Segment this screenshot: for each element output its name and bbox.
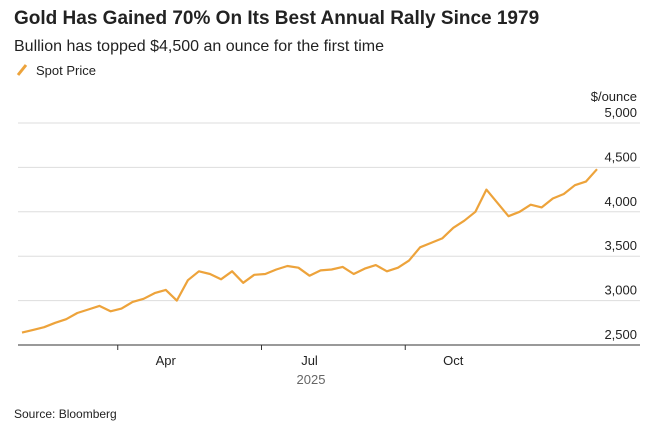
y-tick-label: 4,000 — [604, 194, 637, 209]
y-tick-label: 2,500 — [604, 327, 637, 342]
y-tick-label: 3,000 — [604, 283, 637, 298]
y-tick-label: 4,500 — [604, 149, 637, 164]
x-tick-label: Jul — [301, 353, 318, 368]
chart-subtitle: Bullion has topped $4,500 an ounce for t… — [14, 38, 384, 55]
legend-swatch — [16, 64, 28, 76]
legend-label: Spot Price — [36, 63, 96, 78]
price-line — [21, 168, 598, 334]
chart-title: Gold Has Gained 70% On Its Best Annual R… — [14, 8, 539, 29]
x-tick-label: Oct — [443, 353, 464, 368]
x-tick-label: Apr — [156, 353, 177, 368]
y-tick-label: 3,500 — [604, 238, 637, 253]
x-axis-label: 2025 — [297, 372, 326, 387]
source: Source: Bloomberg — [14, 407, 117, 421]
y-tick-label: 5,000 — [604, 105, 637, 120]
y-unit: $/ounce — [591, 89, 637, 104]
